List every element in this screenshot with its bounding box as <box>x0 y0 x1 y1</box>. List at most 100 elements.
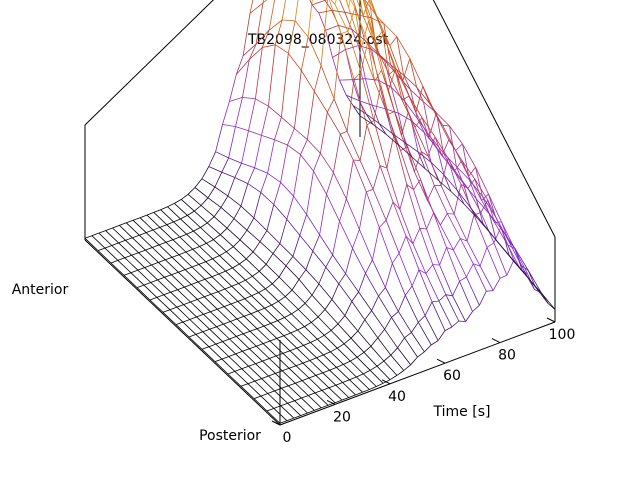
mesh-line <box>318 12 326 31</box>
mesh-line <box>410 356 418 366</box>
mesh-line <box>285 289 293 297</box>
mesh-line <box>369 386 377 390</box>
mesh-line <box>167 203 175 208</box>
mesh-line <box>280 405 295 419</box>
mesh-line <box>339 198 347 222</box>
mesh-line <box>443 174 458 191</box>
mesh-line <box>259 241 274 254</box>
mesh-line <box>405 235 414 244</box>
mesh-line <box>316 354 324 359</box>
mesh-line <box>398 145 413 158</box>
mesh-line <box>375 34 384 48</box>
mesh-line <box>514 248 528 274</box>
mesh-line <box>492 278 501 291</box>
mesh-line <box>431 300 439 303</box>
mesh-line <box>360 41 369 73</box>
mesh-line <box>313 170 327 195</box>
mesh-line <box>417 118 425 133</box>
mesh-line <box>453 213 468 242</box>
mesh-line <box>254 380 269 394</box>
mesh-line <box>256 325 265 330</box>
mesh-line <box>463 203 478 219</box>
mesh-line <box>281 0 286 21</box>
mesh-line <box>98 230 106 234</box>
mesh-line <box>286 417 294 422</box>
mesh-line <box>423 132 432 163</box>
mesh-line <box>221 171 235 178</box>
mesh-line <box>98 232 113 246</box>
mesh-line <box>439 247 447 266</box>
mesh-line <box>379 165 388 169</box>
mesh-line <box>171 274 185 288</box>
mesh-line <box>218 270 226 275</box>
mesh-line <box>126 222 140 236</box>
mesh-line <box>229 336 237 340</box>
mesh-line <box>365 259 373 274</box>
mesh-line <box>258 292 272 306</box>
mesh-line <box>347 7 356 32</box>
mesh-line <box>363 373 377 387</box>
mesh-line <box>276 338 291 351</box>
mesh-line <box>342 379 350 383</box>
mesh-line <box>320 112 328 154</box>
mesh-line <box>352 78 366 81</box>
mesh-line <box>237 301 252 314</box>
mesh-line <box>139 217 154 231</box>
mesh-line <box>438 300 453 328</box>
mesh-line <box>302 360 310 364</box>
mesh-line <box>246 229 261 242</box>
mesh-line <box>248 363 256 367</box>
mesh-line <box>489 232 504 249</box>
mesh-line <box>363 352 378 367</box>
mesh-line <box>461 160 476 180</box>
mesh-line <box>215 124 223 152</box>
mesh-line <box>213 234 221 240</box>
mesh-line <box>210 311 224 325</box>
mesh-line <box>177 289 191 303</box>
mesh-line <box>337 343 345 349</box>
mesh-line <box>373 85 382 121</box>
mesh-line <box>274 390 288 404</box>
mesh-line <box>185 248 193 253</box>
mesh-line <box>311 283 320 296</box>
mesh-line <box>359 100 373 106</box>
mesh-line <box>355 391 363 396</box>
mesh-line <box>401 100 416 128</box>
mesh-line <box>320 153 334 173</box>
mesh-line <box>119 222 127 226</box>
mesh-line <box>345 248 353 274</box>
mesh-line <box>379 165 394 203</box>
mesh-line <box>298 269 307 280</box>
mesh-line <box>371 105 380 124</box>
mesh-line <box>242 13 251 56</box>
box-top-right-edge <box>432 0 556 238</box>
mesh-line <box>264 304 272 309</box>
mesh-line <box>376 382 384 387</box>
mesh-line <box>242 43 257 57</box>
mesh-line <box>432 264 447 295</box>
mesh-line <box>363 0 376 41</box>
mesh-line <box>252 276 266 290</box>
mesh-line <box>173 221 187 235</box>
mesh-line <box>285 265 300 280</box>
mesh-line <box>248 43 257 60</box>
x-tick-label: 0 <box>283 430 292 446</box>
mesh-line <box>350 356 358 362</box>
mesh-line <box>416 86 430 104</box>
mesh-line <box>217 308 231 322</box>
mesh-line <box>226 227 241 241</box>
mesh-line <box>359 229 373 261</box>
mesh-line <box>541 293 556 310</box>
mesh-line <box>217 291 232 305</box>
mesh-line <box>186 233 200 247</box>
mesh-line <box>194 178 203 188</box>
mesh-line <box>286 196 294 220</box>
mesh-line <box>105 227 113 231</box>
mesh-line <box>253 192 262 219</box>
mesh-line <box>385 133 400 146</box>
mesh-line <box>182 319 190 323</box>
mesh-line <box>476 217 491 234</box>
mesh-line <box>436 148 445 176</box>
mesh-line <box>224 288 239 302</box>
mesh-line <box>299 234 314 252</box>
